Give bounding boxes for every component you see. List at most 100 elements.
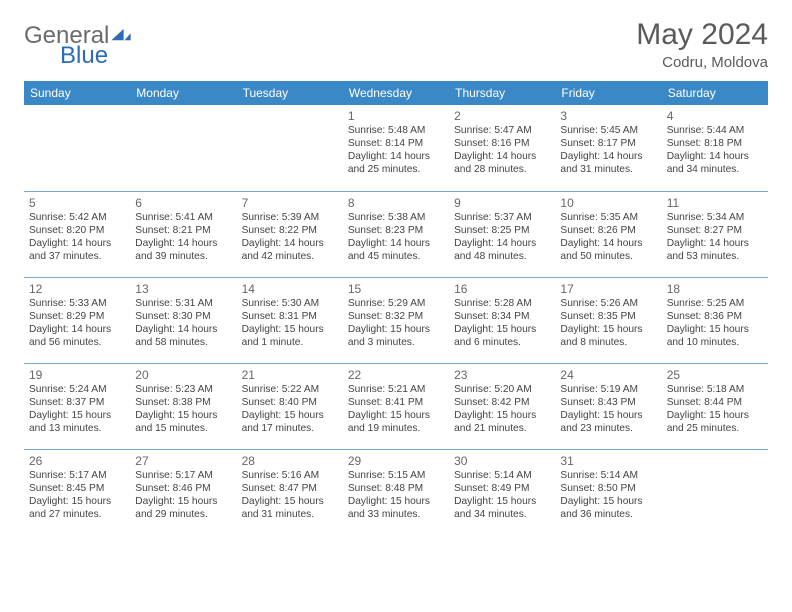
logo-text-blue: Blue bbox=[60, 44, 132, 68]
sunset-line: Sunset: 8:47 PM bbox=[242, 482, 338, 495]
day-header-sunday: Sunday bbox=[24, 81, 130, 105]
logo-triangle-icon bbox=[110, 28, 132, 42]
calendar-cell: 21Sunrise: 5:22 AMSunset: 8:40 PMDayligh… bbox=[237, 363, 343, 449]
sunrise-line: Sunrise: 5:44 AM bbox=[667, 124, 763, 137]
daylight-line: Daylight: 14 hours and 37 minutes. bbox=[29, 237, 125, 263]
sunset-line: Sunset: 8:27 PM bbox=[667, 224, 763, 237]
day-number: 3 bbox=[560, 109, 656, 123]
day-number: 20 bbox=[135, 368, 231, 382]
day-number: 21 bbox=[242, 368, 338, 382]
sunset-line: Sunset: 8:41 PM bbox=[348, 396, 444, 409]
daylight-line: Daylight: 14 hours and 39 minutes. bbox=[135, 237, 231, 263]
daylight-line: Daylight: 14 hours and 31 minutes. bbox=[560, 150, 656, 176]
sunrise-line: Sunrise: 5:34 AM bbox=[667, 211, 763, 224]
daylight-line: Daylight: 15 hours and 23 minutes. bbox=[560, 409, 656, 435]
calendar-cell: 26Sunrise: 5:17 AMSunset: 8:45 PMDayligh… bbox=[24, 449, 130, 535]
sunrise-line: Sunrise: 5:30 AM bbox=[242, 297, 338, 310]
sunset-line: Sunset: 8:43 PM bbox=[560, 396, 656, 409]
calendar-cell: 7Sunrise: 5:39 AMSunset: 8:22 PMDaylight… bbox=[237, 191, 343, 277]
daylight-line: Daylight: 15 hours and 36 minutes. bbox=[560, 495, 656, 521]
sunset-line: Sunset: 8:48 PM bbox=[348, 482, 444, 495]
sunrise-line: Sunrise: 5:42 AM bbox=[29, 211, 125, 224]
day-number: 2 bbox=[454, 109, 550, 123]
daylight-line: Daylight: 15 hours and 3 minutes. bbox=[348, 323, 444, 349]
daylight-line: Daylight: 14 hours and 50 minutes. bbox=[560, 237, 656, 263]
location-subtitle: Codru, Moldova bbox=[636, 54, 768, 71]
calendar-cell: 9Sunrise: 5:37 AMSunset: 8:25 PMDaylight… bbox=[449, 191, 555, 277]
calendar-cell: 29Sunrise: 5:15 AMSunset: 8:48 PMDayligh… bbox=[343, 449, 449, 535]
day-number: 25 bbox=[667, 368, 763, 382]
sunset-line: Sunset: 8:18 PM bbox=[667, 137, 763, 150]
calendar-cell: 20Sunrise: 5:23 AMSunset: 8:38 PMDayligh… bbox=[130, 363, 236, 449]
sunrise-line: Sunrise: 5:14 AM bbox=[454, 469, 550, 482]
sunset-line: Sunset: 8:25 PM bbox=[454, 224, 550, 237]
sunset-line: Sunset: 8:26 PM bbox=[560, 224, 656, 237]
sunrise-line: Sunrise: 5:17 AM bbox=[135, 469, 231, 482]
calendar-cell: 11Sunrise: 5:34 AMSunset: 8:27 PMDayligh… bbox=[662, 191, 768, 277]
daylight-line: Daylight: 14 hours and 48 minutes. bbox=[454, 237, 550, 263]
day-number: 5 bbox=[29, 196, 125, 210]
daylight-line: Daylight: 14 hours and 58 minutes. bbox=[135, 323, 231, 349]
sunrise-line: Sunrise: 5:48 AM bbox=[348, 124, 444, 137]
daylight-line: Daylight: 15 hours and 1 minute. bbox=[242, 323, 338, 349]
calendar-cell bbox=[130, 105, 236, 191]
sunset-line: Sunset: 8:16 PM bbox=[454, 137, 550, 150]
sunrise-line: Sunrise: 5:39 AM bbox=[242, 211, 338, 224]
sunrise-line: Sunrise: 5:37 AM bbox=[454, 211, 550, 224]
sunset-line: Sunset: 8:32 PM bbox=[348, 310, 444, 323]
sunset-line: Sunset: 8:36 PM bbox=[667, 310, 763, 323]
day-header-tuesday: Tuesday bbox=[237, 81, 343, 105]
title-block: May 2024 Codru, Moldova bbox=[636, 18, 768, 71]
day-number: 14 bbox=[242, 282, 338, 296]
calendar-cell bbox=[24, 105, 130, 191]
day-number: 16 bbox=[454, 282, 550, 296]
logo: GeneralBlue bbox=[24, 18, 132, 68]
daylight-line: Daylight: 15 hours and 25 minutes. bbox=[667, 409, 763, 435]
sunrise-line: Sunrise: 5:17 AM bbox=[29, 469, 125, 482]
calendar-cell: 12Sunrise: 5:33 AMSunset: 8:29 PMDayligh… bbox=[24, 277, 130, 363]
day-number: 18 bbox=[667, 282, 763, 296]
sunrise-line: Sunrise: 5:25 AM bbox=[667, 297, 763, 310]
day-number: 26 bbox=[29, 454, 125, 468]
day-number: 9 bbox=[454, 196, 550, 210]
sunrise-line: Sunrise: 5:38 AM bbox=[348, 211, 444, 224]
sunset-line: Sunset: 8:29 PM bbox=[29, 310, 125, 323]
day-number: 27 bbox=[135, 454, 231, 468]
daylight-line: Daylight: 14 hours and 25 minutes. bbox=[348, 150, 444, 176]
calendar-cell: 6Sunrise: 5:41 AMSunset: 8:21 PMDaylight… bbox=[130, 191, 236, 277]
daylight-line: Daylight: 14 hours and 42 minutes. bbox=[242, 237, 338, 263]
calendar-cell: 31Sunrise: 5:14 AMSunset: 8:50 PMDayligh… bbox=[555, 449, 661, 535]
calendar-cell: 24Sunrise: 5:19 AMSunset: 8:43 PMDayligh… bbox=[555, 363, 661, 449]
calendar-cell: 17Sunrise: 5:26 AMSunset: 8:35 PMDayligh… bbox=[555, 277, 661, 363]
calendar-cell: 16Sunrise: 5:28 AMSunset: 8:34 PMDayligh… bbox=[449, 277, 555, 363]
daylight-line: Daylight: 14 hours and 53 minutes. bbox=[667, 237, 763, 263]
sunrise-line: Sunrise: 5:20 AM bbox=[454, 383, 550, 396]
daylight-line: Daylight: 15 hours and 6 minutes. bbox=[454, 323, 550, 349]
day-header-saturday: Saturday bbox=[662, 81, 768, 105]
day-number: 1 bbox=[348, 109, 444, 123]
sunset-line: Sunset: 8:21 PM bbox=[135, 224, 231, 237]
day-number: 11 bbox=[667, 196, 763, 210]
calendar-cell: 8Sunrise: 5:38 AMSunset: 8:23 PMDaylight… bbox=[343, 191, 449, 277]
day-number: 13 bbox=[135, 282, 231, 296]
sunset-line: Sunset: 8:30 PM bbox=[135, 310, 231, 323]
day-number: 29 bbox=[348, 454, 444, 468]
calendar-cell: 14Sunrise: 5:30 AMSunset: 8:31 PMDayligh… bbox=[237, 277, 343, 363]
day-number: 22 bbox=[348, 368, 444, 382]
day-number: 30 bbox=[454, 454, 550, 468]
sunset-line: Sunset: 8:22 PM bbox=[242, 224, 338, 237]
sunset-line: Sunset: 8:46 PM bbox=[135, 482, 231, 495]
sunset-line: Sunset: 8:42 PM bbox=[454, 396, 550, 409]
day-number: 28 bbox=[242, 454, 338, 468]
day-number: 7 bbox=[242, 196, 338, 210]
calendar-cell bbox=[662, 449, 768, 535]
day-number: 23 bbox=[454, 368, 550, 382]
calendar-cell: 27Sunrise: 5:17 AMSunset: 8:46 PMDayligh… bbox=[130, 449, 236, 535]
calendar-cell: 28Sunrise: 5:16 AMSunset: 8:47 PMDayligh… bbox=[237, 449, 343, 535]
calendar-cell: 3Sunrise: 5:45 AMSunset: 8:17 PMDaylight… bbox=[555, 105, 661, 191]
calendar-cell: 2Sunrise: 5:47 AMSunset: 8:16 PMDaylight… bbox=[449, 105, 555, 191]
sunset-line: Sunset: 8:50 PM bbox=[560, 482, 656, 495]
daylight-line: Daylight: 15 hours and 10 minutes. bbox=[667, 323, 763, 349]
sunrise-line: Sunrise: 5:21 AM bbox=[348, 383, 444, 396]
sunrise-line: Sunrise: 5:26 AM bbox=[560, 297, 656, 310]
